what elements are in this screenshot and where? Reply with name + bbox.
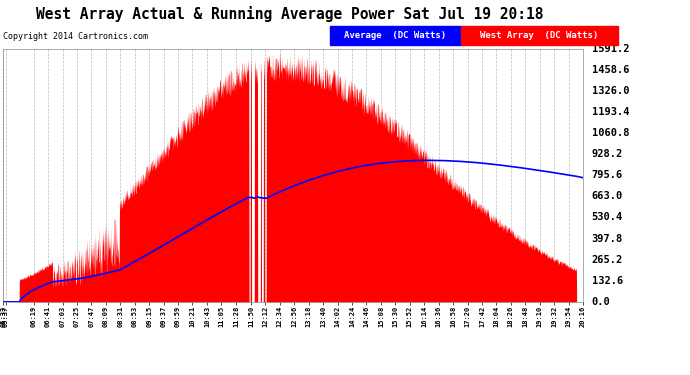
Text: West Array Actual & Running Average Power Sat Jul 19 20:18: West Array Actual & Running Average Powe… (36, 6, 544, 22)
Text: 795.6: 795.6 (591, 170, 623, 180)
Text: Average  (DC Watts): Average (DC Watts) (344, 31, 446, 40)
Text: 1458.6: 1458.6 (591, 65, 629, 75)
Text: 663.0: 663.0 (591, 191, 623, 201)
Text: 1591.2: 1591.2 (591, 44, 629, 54)
Text: 1326.0: 1326.0 (591, 86, 629, 96)
Text: 0.0: 0.0 (591, 297, 611, 307)
Text: Copyright 2014 Cartronics.com: Copyright 2014 Cartronics.com (3, 32, 148, 41)
Text: 1193.4: 1193.4 (591, 107, 629, 117)
Text: 1060.8: 1060.8 (591, 128, 629, 138)
Text: 397.8: 397.8 (591, 234, 623, 244)
Text: West Array  (DC Watts): West Array (DC Watts) (480, 31, 598, 40)
Text: 265.2: 265.2 (591, 255, 623, 265)
Text: 928.2: 928.2 (591, 149, 623, 159)
Text: 530.4: 530.4 (591, 213, 623, 222)
Text: 132.6: 132.6 (591, 276, 623, 286)
